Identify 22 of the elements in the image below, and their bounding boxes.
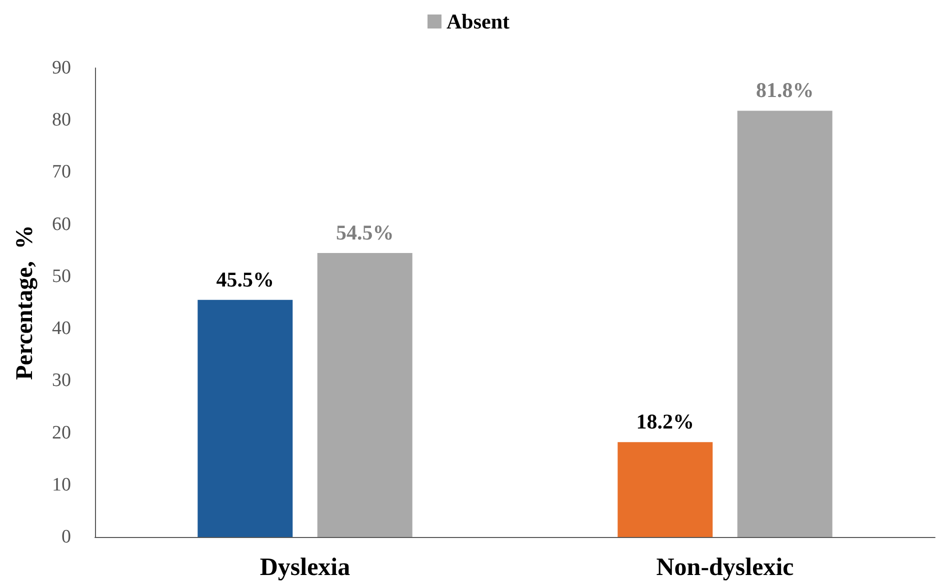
y-tick-label: 70 [52, 162, 71, 183]
data-label: 45.5% [216, 267, 274, 292]
legend-label: Absent [446, 10, 510, 34]
x-tick-label: Non-dyslexic [656, 554, 794, 581]
x-tick-label: Dyslexia [260, 554, 351, 581]
bar [198, 300, 293, 537]
y-tick-label: 30 [52, 370, 71, 392]
y-tick-label: 20 [52, 422, 71, 444]
bar [618, 442, 713, 537]
data-label: 81.8% [756, 78, 814, 102]
y-tick-label: 60 [52, 214, 71, 235]
bar [317, 252, 412, 537]
y-tick-label: 90 [52, 58, 71, 78]
bar [737, 110, 832, 537]
y-tick-label: 80 [52, 110, 71, 131]
data-label: 18.2% [636, 410, 694, 434]
y-axis-title: Percentage, % [12, 225, 38, 380]
y-tick-label: 0 [62, 526, 71, 548]
y-tick-label: 40 [52, 318, 71, 340]
y-tick-label: 50 [52, 266, 71, 287]
y-tick-label: 10 [52, 474, 71, 496]
data-label: 54.5% [336, 220, 394, 244]
